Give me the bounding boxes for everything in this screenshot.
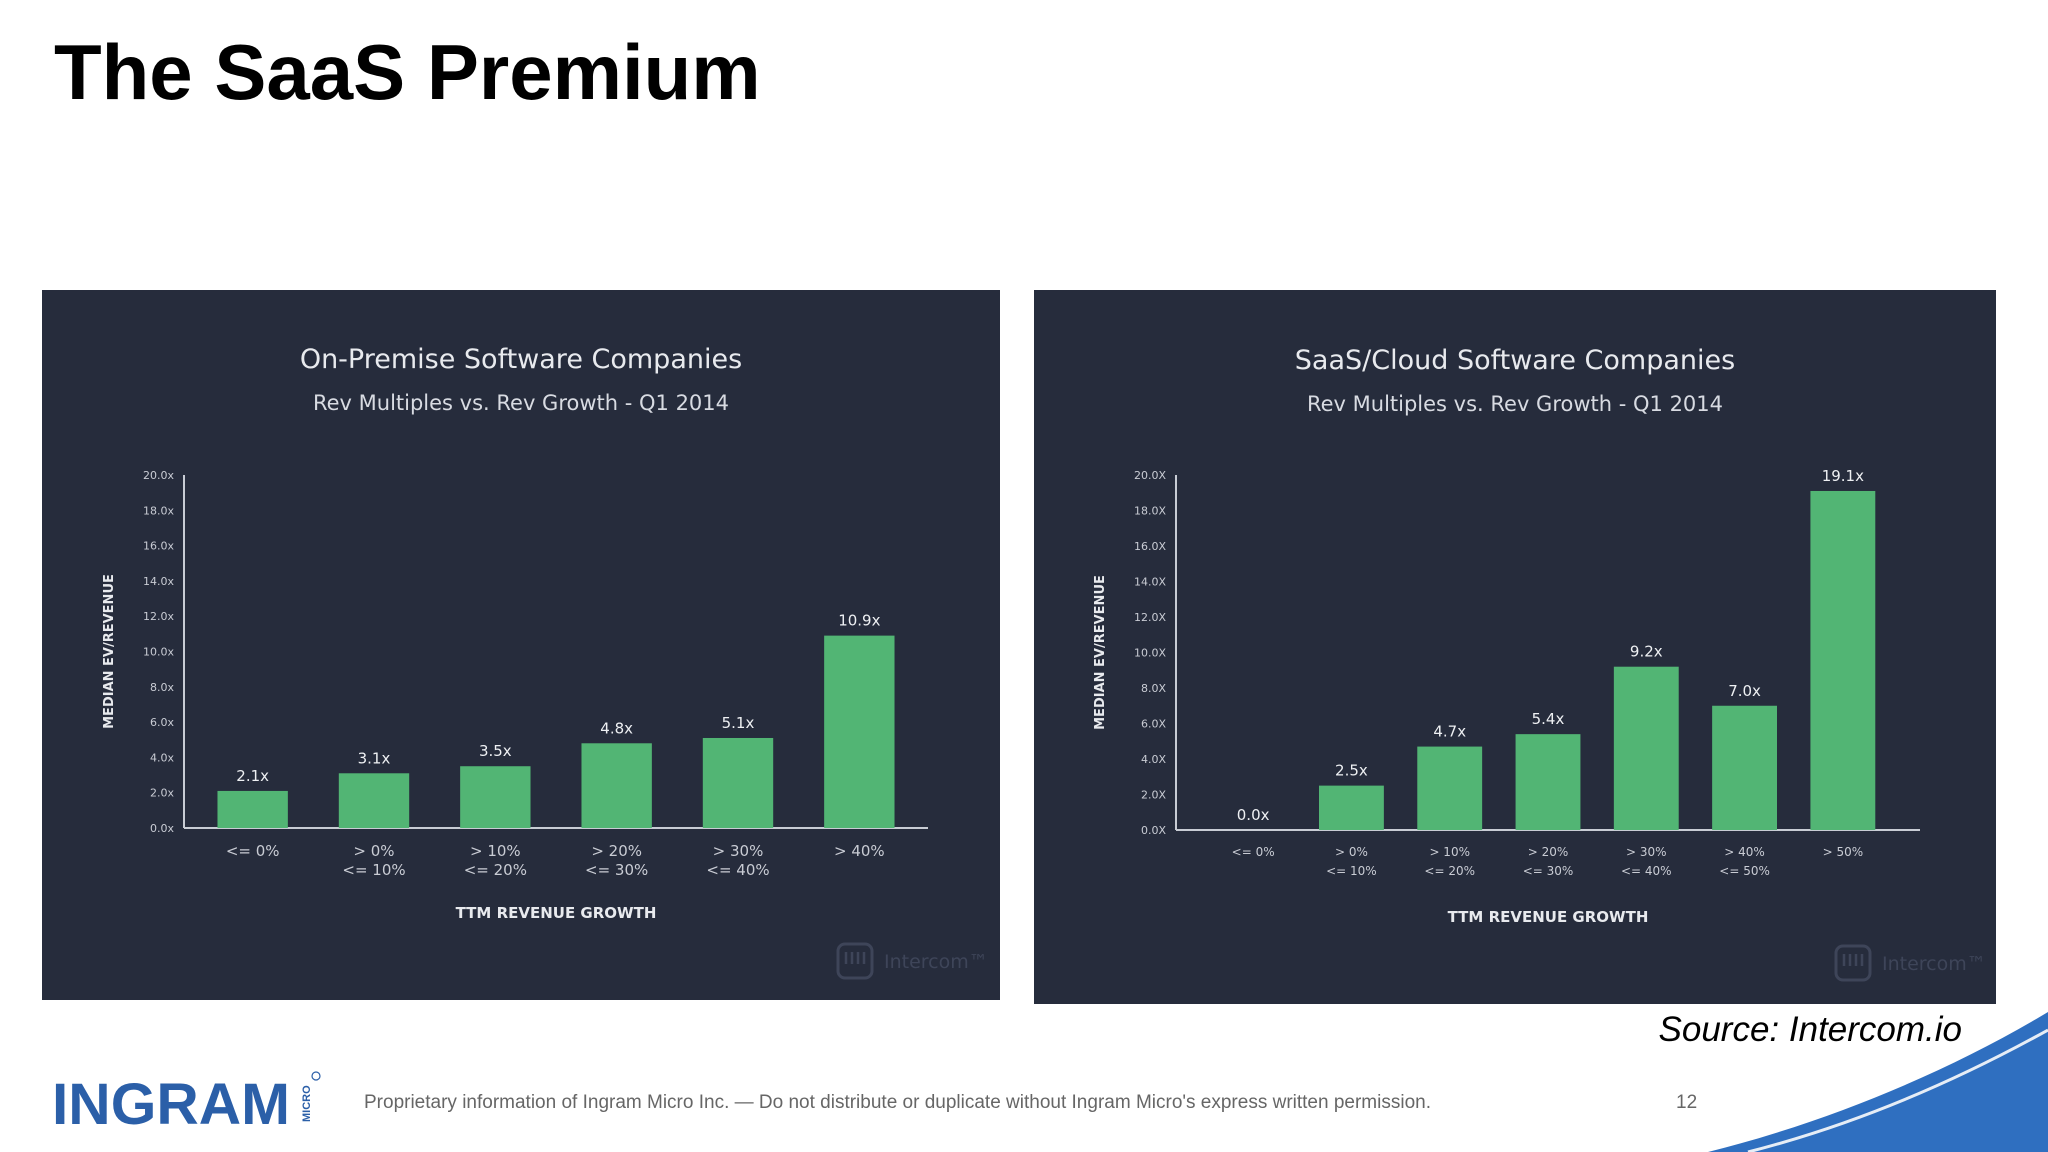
svg-text:INGRAM: INGRAM bbox=[52, 1072, 290, 1132]
data-label: 4.7x bbox=[1433, 723, 1466, 741]
chart-title: On-Premise Software Companies bbox=[300, 344, 742, 375]
y-axis-title: MEDIAN EV/REVENUE bbox=[1093, 575, 1108, 730]
y-tick-label: 20.0X bbox=[1134, 469, 1166, 482]
x-tick-label: <= 30% bbox=[1523, 864, 1574, 878]
bar bbox=[1318, 785, 1384, 830]
y-tick-label: 12.0X bbox=[1134, 611, 1166, 624]
watermark-text: Intercom™ bbox=[884, 951, 988, 973]
x-tick-label: <= 0% bbox=[226, 842, 280, 860]
y-tick-label: 8.0x bbox=[150, 681, 174, 694]
bar bbox=[1810, 490, 1876, 830]
x-tick-label: > 40% bbox=[834, 842, 885, 860]
y-tick-label: 16.0x bbox=[143, 540, 174, 553]
bar bbox=[338, 773, 410, 828]
ingram-micro-logo: INGRAM MICRO bbox=[52, 1070, 332, 1137]
intercom-logo-icon bbox=[836, 942, 874, 980]
intercom-watermark: Intercom™ bbox=[1834, 944, 1986, 982]
y-tick-label: 16.0X bbox=[1134, 540, 1166, 553]
data-label: 4.8x bbox=[600, 719, 633, 737]
x-tick-label: > 0% bbox=[353, 842, 394, 860]
x-tick-label: > 10% bbox=[1429, 845, 1470, 859]
x-tick-label: <= 40% bbox=[1621, 864, 1672, 878]
x-tick-label: > 0% bbox=[1335, 845, 1368, 859]
source-citation: Source: Intercom.io bbox=[1658, 1010, 1962, 1049]
bar bbox=[1515, 734, 1581, 830]
x-tick-label: > 20% bbox=[1528, 845, 1569, 859]
data-label: 5.4x bbox=[1532, 710, 1565, 728]
watermark-text: Intercom™ bbox=[1882, 953, 1986, 975]
x-tick-label: <= 20% bbox=[464, 861, 527, 879]
x-tick-label: > 30% bbox=[713, 842, 764, 860]
x-tick-label: <= 10% bbox=[342, 861, 405, 879]
y-tick-label: 0.0X bbox=[1141, 824, 1166, 837]
bar bbox=[1712, 705, 1778, 830]
intercom-logo-icon bbox=[1834, 944, 1872, 982]
data-label: 5.1x bbox=[722, 714, 755, 732]
data-label: 2.1x bbox=[236, 767, 269, 785]
corner-decoration bbox=[1708, 1012, 2048, 1152]
x-tick-label: <= 0% bbox=[1232, 845, 1275, 859]
x-axis-title: TTM REVENUE GROWTH bbox=[456, 904, 657, 922]
x-tick-label: <= 30% bbox=[585, 861, 648, 879]
x-tick-label: <= 10% bbox=[1326, 864, 1377, 878]
x-tick-label: > 40% bbox=[1724, 845, 1765, 859]
x-tick-label: <= 20% bbox=[1424, 864, 1475, 878]
data-label: 9.2x bbox=[1630, 643, 1663, 661]
y-tick-label: 4.0X bbox=[1141, 753, 1166, 766]
y-tick-label: 2.0X bbox=[1141, 789, 1166, 802]
chart-saas-cloud: SaaS/Cloud Software Companies Rev Multipl… bbox=[1093, 345, 1986, 982]
data-label: 2.5x bbox=[1335, 762, 1368, 780]
y-tick-label: 20.0x bbox=[143, 469, 174, 482]
svg-text:MICRO: MICRO bbox=[301, 1085, 313, 1122]
chart-on-premise: On-Premise Software Companies Rev Multipl… bbox=[102, 344, 988, 980]
x-axis-title: TTM REVENUE GROWTH bbox=[1448, 908, 1649, 926]
x-tick-label: > 30% bbox=[1626, 845, 1667, 859]
y-tick-label: 6.0X bbox=[1141, 718, 1166, 731]
data-label: 19.1x bbox=[1822, 467, 1864, 485]
y-tick-label: 2.0x bbox=[150, 787, 174, 800]
y-tick-label: 14.0x bbox=[143, 575, 174, 588]
y-axis-title: MEDIAN EV/REVENUE bbox=[102, 574, 117, 729]
chart-subtitle: Rev Multiples vs. Rev Growth - Q1 2014 bbox=[313, 391, 729, 415]
page-number: 12 bbox=[1676, 1092, 1698, 1113]
chart-panel-on-premise: On-Premise Software Companies Rev Multipl… bbox=[42, 290, 1000, 1000]
intercom-watermark: Intercom™ bbox=[836, 942, 988, 980]
bar bbox=[217, 790, 288, 828]
chart-title: SaaS/Cloud Software Companies bbox=[1295, 345, 1735, 376]
data-label: 0.0x bbox=[1237, 806, 1270, 824]
y-tick-label: 14.0X bbox=[1134, 576, 1166, 589]
y-tick-label: 18.0x bbox=[143, 504, 174, 517]
x-tick-label: > 50% bbox=[1823, 845, 1864, 859]
y-tick-label: 4.0x bbox=[150, 751, 174, 764]
bar bbox=[824, 635, 895, 828]
y-tick-label: 10.0x bbox=[143, 646, 174, 659]
data-label: 7.0x bbox=[1728, 682, 1761, 700]
bar bbox=[1613, 666, 1679, 830]
chart-subtitle: Rev Multiples vs. Rev Growth - Q1 2014 bbox=[1307, 392, 1723, 416]
x-tick-label: <= 40% bbox=[706, 861, 769, 879]
data-label: 10.9x bbox=[838, 612, 880, 630]
slide-title: The SaaS Premium bbox=[54, 28, 761, 116]
footer-disclaimer: Proprietary information of Ingram Micro … bbox=[364, 1092, 1431, 1113]
bar bbox=[460, 766, 531, 828]
y-tick-label: 6.0x bbox=[150, 716, 174, 729]
y-tick-label: 8.0X bbox=[1141, 682, 1166, 695]
y-tick-label: 12.0x bbox=[143, 610, 174, 623]
x-tick-label: > 10% bbox=[470, 842, 521, 860]
y-tick-label: 18.0X bbox=[1134, 505, 1166, 518]
y-tick-label: 10.0X bbox=[1134, 647, 1166, 660]
bar bbox=[581, 743, 652, 828]
y-tick-label: 0.0x bbox=[150, 822, 174, 835]
bar bbox=[1417, 746, 1483, 830]
data-label: 3.1x bbox=[358, 749, 391, 767]
x-tick-label: <= 50% bbox=[1719, 864, 1770, 878]
x-tick-label: > 20% bbox=[591, 842, 642, 860]
chart-panel-saas-cloud: SaaS/Cloud Software Companies Rev Multipl… bbox=[1034, 290, 1996, 1004]
bar bbox=[702, 737, 774, 828]
data-label: 3.5x bbox=[479, 742, 512, 760]
